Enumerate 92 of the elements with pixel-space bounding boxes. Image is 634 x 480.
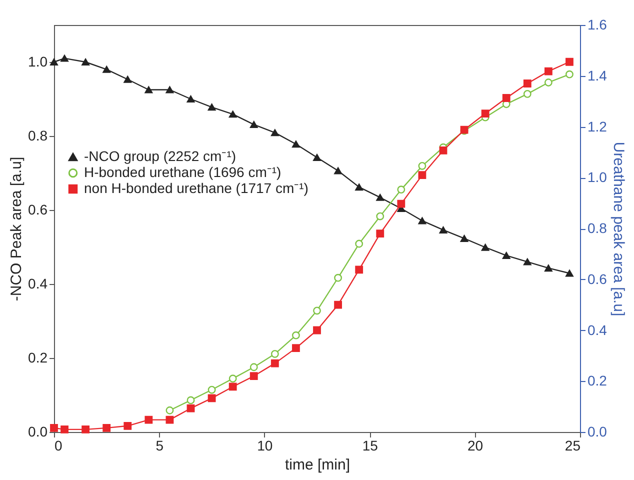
point bbox=[523, 80, 532, 88]
point bbox=[502, 94, 510, 102]
point bbox=[292, 140, 300, 148]
x-tick-label: 0 bbox=[54, 438, 62, 454]
point bbox=[544, 78, 552, 86]
point bbox=[418, 171, 426, 180]
x-tick-label: 15 bbox=[362, 438, 378, 454]
point bbox=[566, 270, 574, 277]
point bbox=[418, 162, 426, 170]
point bbox=[481, 244, 490, 251]
point bbox=[124, 76, 132, 83]
point bbox=[566, 58, 574, 66]
point bbox=[250, 372, 258, 380]
point bbox=[544, 67, 552, 76]
point bbox=[186, 95, 195, 103]
point bbox=[313, 326, 321, 334]
legend-label: H-bonded urethane (1696 cm⁻¹) bbox=[84, 164, 282, 180]
point bbox=[102, 66, 111, 73]
y2-tick-label: 1.4 bbox=[588, 67, 608, 84]
point bbox=[270, 350, 279, 358]
y2-tick-label: 0.6 bbox=[588, 270, 608, 287]
x-tick-label: 25 bbox=[564, 438, 581, 454]
point bbox=[186, 404, 195, 412]
y-tick-label: 0.0 bbox=[28, 424, 48, 440]
point bbox=[82, 426, 90, 434]
point bbox=[334, 274, 342, 282]
y-tick-label: 1.0 bbox=[28, 54, 48, 70]
point bbox=[334, 300, 342, 309]
point bbox=[292, 331, 300, 340]
y2-tick-label: 0.8 bbox=[588, 220, 608, 236]
point bbox=[355, 266, 364, 274]
point bbox=[376, 194, 384, 201]
point bbox=[566, 70, 574, 78]
point bbox=[228, 110, 237, 118]
y2-tick-label: 1.6 bbox=[588, 16, 608, 32]
point bbox=[60, 54, 68, 62]
point bbox=[313, 154, 321, 161]
point bbox=[481, 110, 490, 118]
point bbox=[60, 426, 68, 434]
point bbox=[208, 386, 216, 394]
point bbox=[439, 146, 448, 154]
legend-label: -NCO group (2252 cm⁻¹) bbox=[84, 148, 236, 164]
y-axis-title: -NCO Peak area [a.u] bbox=[8, 156, 26, 302]
point bbox=[544, 264, 552, 272]
y2-axis-title: Ureathane peak area [a.u] bbox=[610, 142, 627, 316]
x-tick-label: 5 bbox=[156, 438, 164, 454]
legend-label: non H-bonded urethane (1717 cm⁻¹) bbox=[84, 180, 308, 196]
y-tick-label: 0.6 bbox=[28, 202, 48, 218]
y-tick-label: 0.2 bbox=[28, 350, 48, 366]
point bbox=[376, 212, 384, 220]
y2-tick-label: 1.0 bbox=[588, 169, 608, 186]
point bbox=[186, 396, 195, 404]
point bbox=[397, 186, 406, 194]
x-axis-title: time [min] bbox=[284, 456, 350, 474]
point bbox=[250, 121, 258, 128]
point bbox=[208, 394, 216, 402]
point bbox=[208, 104, 216, 111]
point bbox=[334, 167, 342, 174]
point bbox=[166, 86, 174, 94]
point bbox=[82, 58, 90, 66]
point bbox=[418, 217, 426, 224]
point bbox=[355, 240, 364, 248]
point bbox=[166, 406, 174, 414]
point bbox=[250, 363, 258, 372]
x-tick-label: 10 bbox=[257, 438, 273, 454]
point bbox=[355, 184, 364, 191]
point bbox=[397, 200, 406, 208]
point bbox=[460, 234, 468, 242]
point bbox=[50, 58, 58, 66]
y-tick-label: 0.8 bbox=[28, 128, 48, 144]
point bbox=[228, 382, 237, 391]
y-tick-label: 0.4 bbox=[28, 276, 48, 292]
point bbox=[102, 424, 111, 432]
point bbox=[144, 86, 153, 94]
y2-tick-label: 0.2 bbox=[588, 372, 608, 389]
point bbox=[502, 252, 510, 260]
point bbox=[313, 306, 321, 315]
point bbox=[124, 422, 132, 430]
point bbox=[523, 258, 532, 266]
point bbox=[228, 374, 237, 383]
point bbox=[292, 344, 300, 352]
point bbox=[144, 416, 153, 424]
point bbox=[270, 129, 279, 136]
point bbox=[439, 226, 448, 234]
x-tick-label: 20 bbox=[468, 438, 484, 454]
point bbox=[376, 230, 384, 238]
point bbox=[270, 359, 279, 368]
y2-tick-label: 0.0 bbox=[588, 424, 608, 440]
point bbox=[166, 416, 174, 424]
y2-tick-label: 1.2 bbox=[588, 118, 608, 134]
point bbox=[523, 90, 532, 98]
y2-tick-label: 0.4 bbox=[588, 322, 608, 338]
